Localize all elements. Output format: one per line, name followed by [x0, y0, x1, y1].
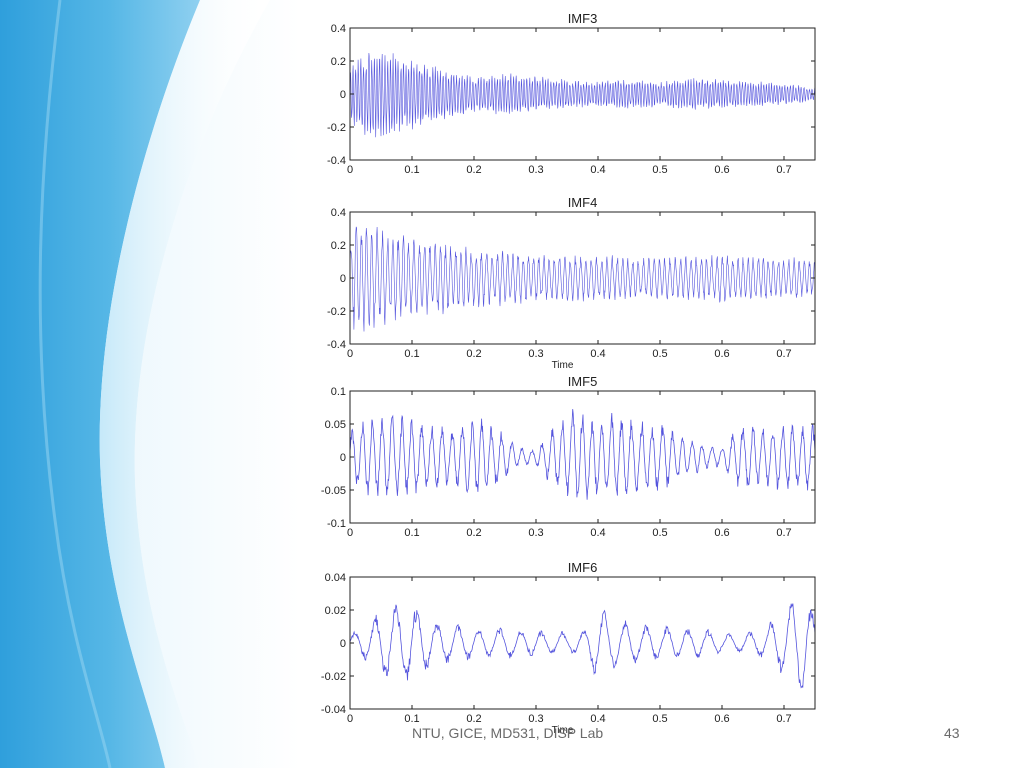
x-tick-label: 0.6 — [714, 713, 729, 725]
y-tick-label: 0.4 — [331, 23, 346, 35]
x-tick-label: 0 — [347, 527, 353, 539]
y-tick-label: 0.04 — [325, 572, 346, 584]
y-tick-label: 0.2 — [331, 56, 346, 68]
x-tick-label: 0.2 — [466, 348, 481, 360]
x-tick-label: 0.4 — [590, 348, 605, 360]
slide-page-number: 43 — [944, 725, 960, 741]
chart-title: IMF4 — [568, 195, 598, 210]
x-tick-label: 0.3 — [528, 164, 543, 176]
imf5-chart: IMF5 0 0.1 0.2 0.3 0.4 0.5 0.6 0.7 -0.1 -0.05 0 0.05… — [321, 374, 816, 539]
x-tick-label: 0.6 — [714, 348, 729, 360]
x-tick-label: 0.3 — [528, 527, 543, 539]
x-tick-label: 0.6 — [714, 527, 729, 539]
chart-title: IMF3 — [568, 11, 598, 26]
x-tick-label: 0.4 — [590, 527, 605, 539]
imf4-chart: IMF4 0 0.1 0.2 0.3 0.4 0.5 0.6 0.7 -0.4 -0.2 0 0.2 0.… — [327, 195, 816, 371]
y-tick-label: 0.4 — [331, 207, 346, 219]
y-tick-label: -0.2 — [327, 306, 346, 318]
x-tick-label: 0.1 — [404, 348, 419, 360]
x-axis-label: Time — [552, 360, 574, 371]
imf6-chart: IMF6 0 0.1 0.2 0.3 0.4 0.5 0.6 0.7 -0.04 -0.02 0 0.0… — [321, 560, 816, 736]
x-tick-label: 0.2 — [466, 527, 481, 539]
plot-frame — [349, 211, 816, 345]
x-tick-label: 0.4 — [590, 164, 605, 176]
imf4-panel: IMF4 0 0.1 0.2 0.3 0.4 0.5 0.6 0.7 -0.4 -0.2 0 0.2 0.… — [310, 192, 830, 377]
x-tick-label: 0.1 — [404, 164, 419, 176]
imf3-panel: IMF3 0 0.1 0.2 0.3 0.4 0.5 0.6 0.7 -0.4 -0.2 0 0.2 0.… — [310, 8, 830, 188]
series-line — [349, 226, 816, 332]
y-tick-label: 0 — [340, 638, 346, 650]
plot-frame — [349, 27, 816, 161]
imf3-chart: IMF3 0 0.1 0.2 0.3 0.4 0.5 0.6 0.7 -0.4 -0.2 0 0.2 0.… — [327, 11, 816, 176]
x-tick-label: 0 — [347, 164, 353, 176]
slide-background-decoration — [0, 0, 300, 768]
x-tick-label: 0.4 — [590, 713, 605, 725]
y-tick-label: -0.02 — [321, 671, 346, 683]
x-tick-label: 0.2 — [466, 164, 481, 176]
x-tick-label: 0 — [347, 348, 353, 360]
x-tick-label: 0.1 — [404, 713, 419, 725]
x-tick-label: 0.3 — [528, 713, 543, 725]
x-tick-label: 0.2 — [466, 713, 481, 725]
y-tick-label: 0 — [340, 89, 346, 101]
x-tick-label: 0.6 — [714, 164, 729, 176]
y-tick-label: -0.05 — [321, 485, 346, 497]
y-tick-label: 0 — [340, 452, 346, 464]
x-tick-label: 0.5 — [652, 348, 667, 360]
x-tick-label: 0.7 — [776, 164, 791, 176]
y-tick-label: -0.4 — [327, 339, 346, 351]
x-tick-label: 0.7 — [776, 348, 791, 360]
x-tick-label: 0.5 — [652, 164, 667, 176]
x-axis-label: Time — [552, 725, 574, 736]
y-tick-label: 0.2 — [331, 240, 346, 252]
x-tick-label: 0.3 — [528, 348, 543, 360]
plot-frame — [349, 576, 816, 710]
series-line — [349, 409, 816, 500]
series-line — [349, 603, 816, 689]
chart-title: IMF6 — [568, 560, 598, 575]
x-tick-label: 0.7 — [776, 527, 791, 539]
series-line — [349, 52, 816, 138]
imf6-panel: IMF6 0 0.1 0.2 0.3 0.4 0.5 0.6 0.7 -0.04 -0.02 0 0.0… — [310, 557, 830, 742]
x-tick-label: 0.5 — [652, 527, 667, 539]
y-tick-label: 0.1 — [331, 386, 346, 398]
y-tick-label: 0.02 — [325, 605, 346, 617]
x-tick-label: 0.1 — [404, 527, 419, 539]
y-tick-label: -0.2 — [327, 122, 346, 134]
x-tick-label: 0.5 — [652, 713, 667, 725]
y-tick-label: -0.1 — [327, 518, 346, 530]
chart-title: IMF5 — [568, 374, 598, 389]
footer-course-label: NTU, GICE, MD531, DISP Lab — [412, 725, 604, 741]
y-tick-label: 0.05 — [325, 419, 346, 431]
x-tick-label: 0 — [347, 713, 353, 725]
y-tick-label: -0.04 — [321, 704, 346, 716]
imf5-panel: IMF5 0 0.1 0.2 0.3 0.4 0.5 0.6 0.7 -0.1 -0.05 0 0.05… — [310, 371, 830, 551]
y-tick-label: -0.4 — [327, 155, 346, 167]
x-tick-label: 0.7 — [776, 713, 791, 725]
y-tick-label: 0 — [340, 273, 346, 285]
